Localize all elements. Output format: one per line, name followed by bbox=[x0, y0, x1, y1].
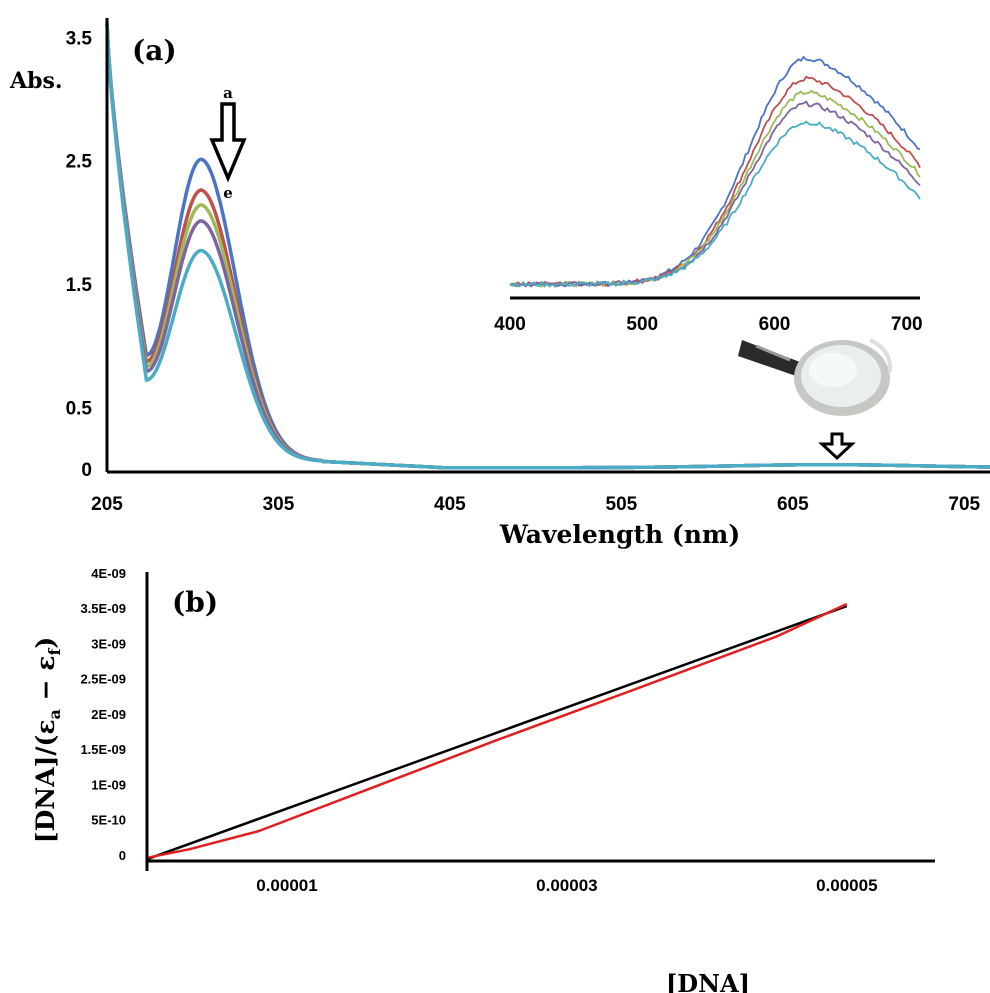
inset-x-ticks: 400 500 600 700 bbox=[494, 314, 922, 335]
panel-b-y-tick-label: 0 bbox=[119, 848, 126, 863]
panel-a: (a) Abs. Wavelength (nm) 0 0.5 1.5 2.5 3.5 2… bbox=[9, 18, 990, 549]
panel-b-y-tick-label: 3E-09 bbox=[91, 636, 126, 651]
panel-b-y-tick-label: 1.5E-09 bbox=[80, 742, 126, 757]
inset-series-line bbox=[509, 89, 921, 288]
inset-x-tick-label: 700 bbox=[891, 314, 923, 335]
panel-b-y-tick-label: 1E-09 bbox=[91, 777, 126, 792]
panel-a-x-tick-label: 305 bbox=[263, 494, 295, 515]
panel-b-x-tick-label: 0.00003 bbox=[536, 876, 597, 895]
panel-a-series bbox=[105, 23, 990, 470]
panel-a-y-tick-label: 3.5 bbox=[66, 28, 93, 49]
panel-a-x-tick-label: 405 bbox=[434, 494, 466, 515]
inset-series-line bbox=[509, 120, 921, 288]
inset-x-tick-label: 400 bbox=[494, 314, 526, 335]
inset-series-line bbox=[509, 100, 921, 288]
panel-a-series-line bbox=[105, 23, 990, 470]
panel-b: (b) [DNA]/(εa − εf) [DNA] 0 5E-10 1E-09 1.5… bbox=[31, 566, 935, 993]
trend-arrow: a e bbox=[209, 84, 247, 202]
down-arrow-small-icon bbox=[818, 432, 856, 461]
panel-a-x-tick-label: 505 bbox=[606, 494, 638, 515]
panel-b-y-tick-label: 5E-10 bbox=[91, 813, 126, 828]
panel-a-label: (a) bbox=[132, 34, 177, 67]
panel-b-x-tick-label: 0.00001 bbox=[256, 876, 317, 895]
trend-arrow-end-label: e bbox=[223, 184, 233, 202]
panel-a-y-tick-label: 0 bbox=[81, 460, 92, 481]
panel-a-x-axis-label: Wavelength (nm) bbox=[499, 520, 740, 549]
panel-b-x-ticks: 0.00001 0.00003 0.00005 bbox=[256, 876, 877, 895]
inset-x-tick-label: 600 bbox=[759, 314, 791, 335]
panel-b-series-line bbox=[146, 602, 848, 860]
down-arrow-icon bbox=[209, 102, 247, 183]
panel-b-label: (b) bbox=[172, 586, 218, 619]
inset-series-line bbox=[509, 75, 921, 288]
panel-a-x-tick-label: 205 bbox=[91, 494, 123, 515]
panel-b-series-line bbox=[146, 604, 848, 861]
panel-b-y-tick-label: 2.5E-09 bbox=[80, 672, 126, 687]
panel-a-y-ticks: 0 0.5 1.5 2.5 3.5 bbox=[66, 28, 93, 481]
panel-b-y-tick-label: 2E-09 bbox=[91, 707, 126, 722]
trend-arrow-start-label: a bbox=[223, 84, 233, 102]
inset-x-tick-label: 500 bbox=[626, 314, 658, 335]
panel-a-x-ticks: 205 305 405 505 605 705 bbox=[91, 494, 980, 515]
panel-a-y-axis-label: Abs. bbox=[9, 68, 63, 94]
panel-b-y-tick-label: 3.5E-09 bbox=[80, 601, 126, 616]
panel-b-y-ticks: 0 5E-10 1E-09 1.5E-09 2E-09 2.5E-09 3E-09 3.5E-… bbox=[80, 566, 126, 863]
panel-a-x-tick-label: 705 bbox=[948, 494, 980, 515]
inset-series bbox=[509, 55, 921, 288]
panel-a-y-tick-label: 1.5 bbox=[66, 275, 93, 296]
panel-b-y-axis-label: [DNA]/(εa − εf) bbox=[31, 637, 64, 843]
panel-b-x-axis-label: [DNA] bbox=[666, 969, 750, 993]
inset-plot: 400 500 600 700 bbox=[494, 55, 923, 335]
inset-series-line bbox=[509, 55, 921, 288]
panel-a-y-tick-label: 2.5 bbox=[66, 152, 93, 173]
panel-a-x-tick-label: 605 bbox=[777, 494, 809, 515]
panel-a-y-tick-label: 0.5 bbox=[66, 398, 93, 419]
panel-b-x-tick-label: 0.00005 bbox=[816, 876, 877, 895]
panel-b-series bbox=[146, 602, 848, 861]
magnifier-icon bbox=[738, 338, 893, 416]
panel-b-y-tick-label: 4E-09 bbox=[91, 566, 126, 581]
